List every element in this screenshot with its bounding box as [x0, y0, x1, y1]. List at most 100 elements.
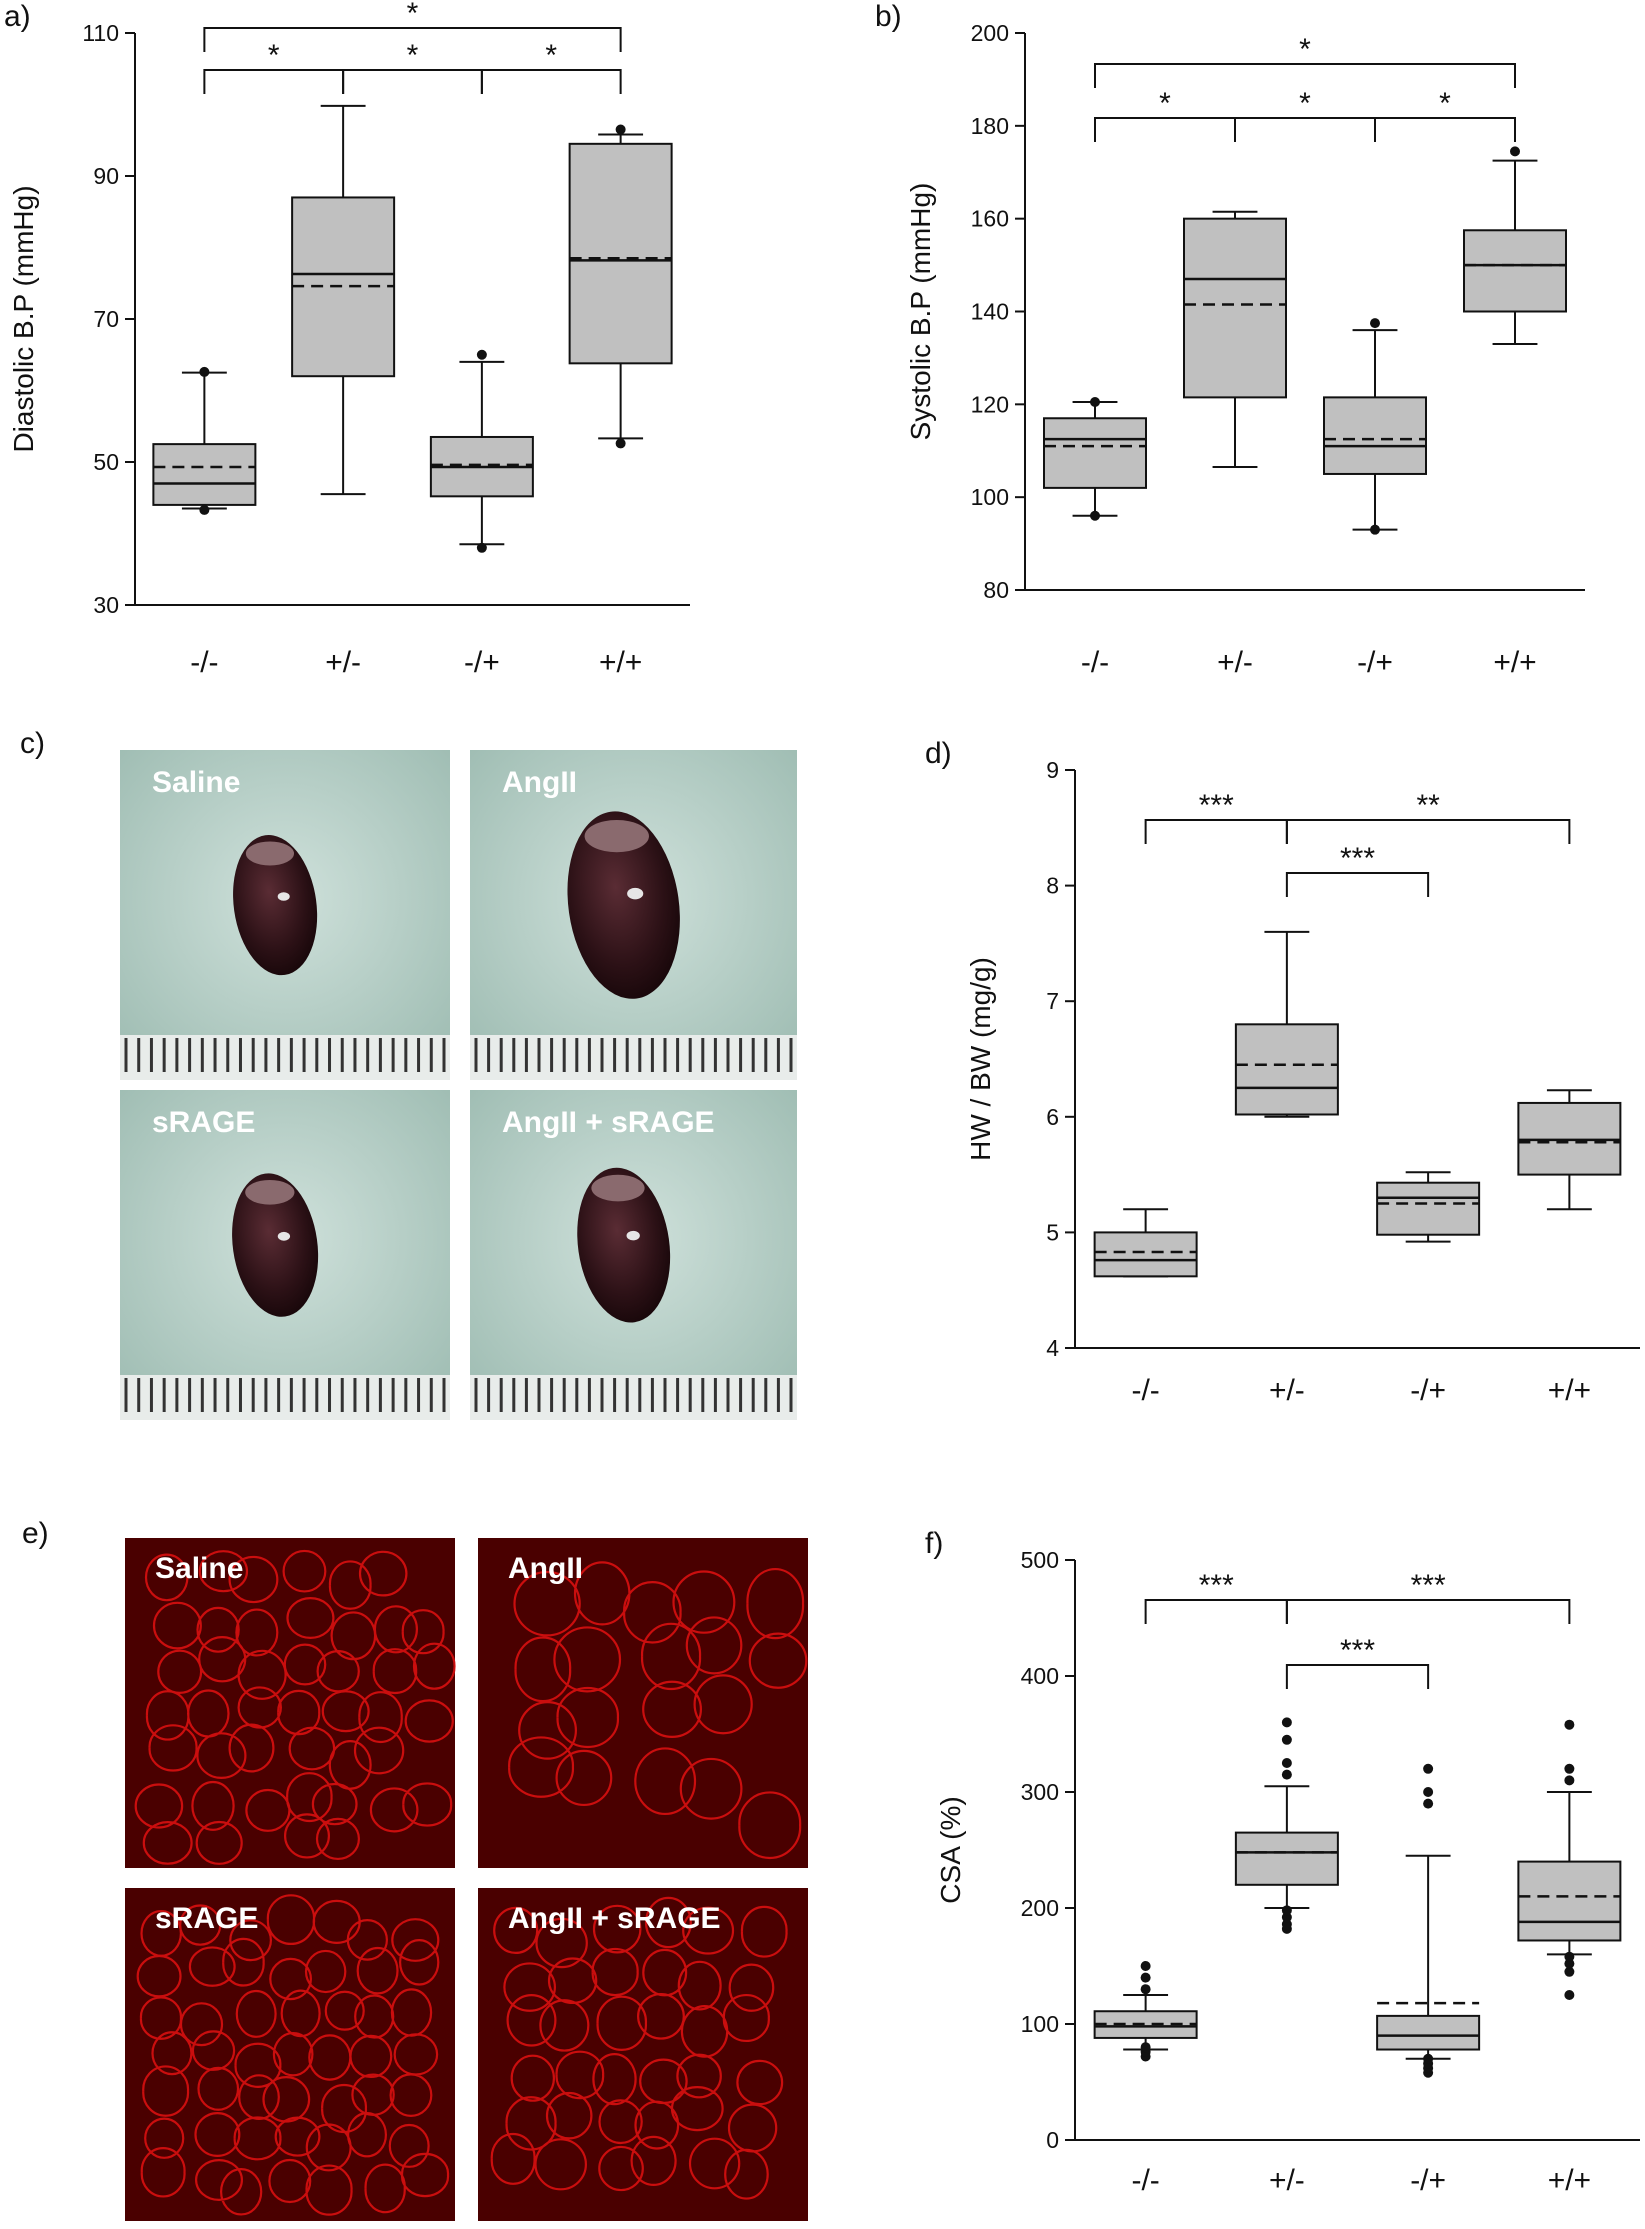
fluorescence-background	[125, 1888, 455, 2221]
y-axis-label: CSA (%)	[935, 1796, 966, 1903]
heart-atrium	[245, 1179, 295, 1205]
outlier-point	[1423, 2053, 1434, 2064]
category-label: +/-	[1269, 2164, 1305, 2197]
panel-e-letter: e)	[22, 1517, 49, 1550]
heart-highlight	[277, 892, 290, 901]
category-label: -/-	[190, 646, 218, 679]
box	[568, 142, 673, 365]
outlier-point	[1281, 1905, 1292, 1916]
box	[1183, 217, 1287, 399]
y-tick-label: 110	[82, 20, 119, 46]
category-label: +/-	[1269, 1374, 1305, 1407]
cell-membrane-network	[490, 1896, 788, 2200]
outlier-point	[1564, 1966, 1575, 1977]
y-tick-label: 70	[93, 306, 119, 332]
significance-label: *	[545, 39, 557, 72]
category-label: -/+	[1410, 1374, 1446, 1407]
box	[1234, 1831, 1339, 1886]
panel-b-letter: b)	[875, 0, 902, 33]
y-tick-label: 5	[1046, 1219, 1059, 1245]
y-axis-label: HW / BW (mg/g)	[965, 957, 996, 1161]
y-tick-label: 120	[971, 391, 1009, 417]
fluorescence-image-grid: Saline AngII sRAGE AngII + sRAGE	[125, 1538, 808, 2221]
heart-specimen	[233, 835, 318, 976]
photo-label: Saline	[152, 766, 240, 799]
heart-photo-grid: Saline AngII sRAGE AngII + sRAGE	[120, 750, 797, 1420]
outlier-point	[1281, 1758, 1292, 1768]
significance-bracket	[203, 27, 622, 52]
y-tick-label: 100	[971, 484, 1009, 510]
outlier-point	[1564, 1958, 1575, 1969]
significance-bracket	[1144, 1599, 1288, 1624]
fluorescence-label: Saline	[155, 1552, 243, 1585]
box	[1093, 1231, 1198, 1278]
significance-bracket	[1094, 117, 1236, 142]
heart-highlight	[626, 1230, 640, 1241]
fluorescence-label: AngII + sRAGE	[508, 1902, 721, 1935]
y-tick-label: 80	[983, 577, 1009, 603]
outlier-point	[1281, 1734, 1292, 1745]
box	[1234, 1023, 1339, 1116]
significance-bracket	[203, 69, 345, 94]
ruler-strip	[470, 1035, 797, 1080]
ruler-strip	[120, 1375, 450, 1420]
outlier-point	[1564, 1763, 1575, 1774]
y-tick-label: 90	[93, 163, 119, 189]
significance-label: *	[407, 0, 419, 30]
significance-bracket	[1374, 117, 1516, 142]
panel-a-letter: a)	[4, 0, 31, 33]
box	[1463, 229, 1567, 313]
box	[1376, 2014, 1481, 2051]
category-label: -/-	[1131, 1374, 1159, 1407]
category-label: +/+	[1548, 2164, 1591, 2197]
y-tick-label: 500	[1021, 1547, 1059, 1573]
significance-bracket	[1285, 872, 1430, 897]
panel-f-letter: f)	[925, 1527, 943, 1560]
outlier-point	[1370, 318, 1380, 329]
chart-systolic-bp: 80 100 120 140 160 180 200 Systolic B.P (mmHg) -…	[905, 20, 1585, 679]
heart-atrium	[584, 820, 649, 853]
outlier-point	[1090, 510, 1100, 521]
outlier-point	[1140, 2042, 1151, 2053]
panel-c-letter: c)	[20, 727, 45, 760]
heart-specimen	[577, 1167, 671, 1323]
y-tick-label: 8	[1046, 873, 1059, 899]
significance-bracket	[1285, 1664, 1430, 1689]
box	[1376, 1181, 1481, 1236]
y-axis-label: Diastolic B.P (mmHg)	[8, 185, 39, 452]
y-tick-label: 6	[1046, 1104, 1059, 1130]
heart-specimen	[567, 811, 680, 999]
y-axis-label: Systolic B.P (mmHg)	[905, 183, 936, 441]
category-label: +/+	[1493, 646, 1536, 679]
significance-label: *	[1299, 87, 1311, 120]
significance-bracket	[1144, 819, 1288, 844]
significance-bracket	[1094, 63, 1516, 88]
category-label: +/-	[1217, 646, 1253, 679]
significance-bracket	[1285, 1599, 1571, 1624]
box	[1093, 2010, 1198, 2039]
y-tick-label: 300	[1021, 1779, 1059, 1805]
y-tick-label: 400	[1021, 1663, 1059, 1689]
outlier-point	[1281, 1769, 1292, 1780]
heart-highlight	[277, 1231, 291, 1241]
significance-bracket	[480, 69, 622, 94]
significance-label: *	[1159, 87, 1171, 120]
outlier-point	[615, 438, 626, 449]
significance-label: ***	[1340, 842, 1375, 875]
outlier-point	[615, 124, 626, 135]
heart-highlight	[627, 887, 644, 900]
y-tick-label: 50	[93, 449, 119, 475]
significance-label: *	[1439, 87, 1451, 120]
heart-atrium	[591, 1174, 645, 1202]
significance-label: **	[1416, 789, 1440, 822]
significance-label: *	[268, 39, 280, 72]
ruler-strip	[470, 1375, 797, 1420]
y-tick-label: 140	[971, 299, 1009, 325]
outlier-point	[1140, 1972, 1151, 1983]
box	[1323, 396, 1427, 475]
heart-specimen	[232, 1173, 319, 1317]
y-tick-label: 30	[93, 592, 119, 618]
outlier-point	[1564, 1719, 1575, 1730]
